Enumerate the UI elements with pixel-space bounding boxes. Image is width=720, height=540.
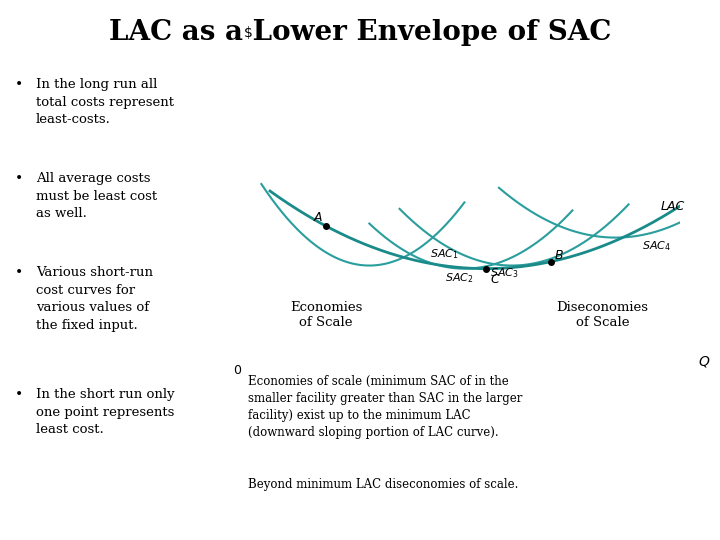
Text: A: A: [313, 212, 322, 225]
Text: $SAC_3$: $SAC_3$: [490, 266, 519, 280]
Text: B: B: [555, 248, 564, 261]
Text: $SAC_4$: $SAC_4$: [642, 239, 670, 253]
Text: In the short run only
one point represents
least cost.: In the short run only one point represen…: [36, 388, 175, 436]
Text: $SAC_2$: $SAC_2$: [445, 271, 474, 285]
Text: Various short-run
cost curves for
various values of
the fixed input.: Various short-run cost curves for variou…: [36, 266, 153, 332]
Text: Q: Q: [698, 355, 710, 369]
Text: Economies
of Scale: Economies of Scale: [290, 301, 362, 329]
Text: C: C: [490, 273, 499, 286]
Text: 0: 0: [233, 364, 241, 377]
Text: •: •: [14, 78, 22, 92]
Text: Economies of scale (minimum SAC of in the
smaller facility greater than SAC in t: Economies of scale (minimum SAC of in th…: [248, 375, 523, 440]
Text: •: •: [14, 266, 22, 280]
Text: LAC as a Lower Envelope of SAC: LAC as a Lower Envelope of SAC: [109, 19, 611, 46]
Text: LAC: LAC: [661, 200, 685, 213]
Text: •: •: [14, 172, 22, 186]
Text: $SAC_1$: $SAC_1$: [430, 247, 459, 261]
Text: Diseconomies
of Scale: Diseconomies of Scale: [557, 301, 649, 329]
Text: Beyond minimum LAC diseconomies of scale.: Beyond minimum LAC diseconomies of scale…: [248, 478, 519, 491]
Text: All average costs
must be least cost
as well.: All average costs must be least cost as …: [36, 172, 157, 220]
Text: $: $: [244, 26, 253, 39]
Text: In the long run all
total costs represent
least-costs.: In the long run all total costs represen…: [36, 78, 174, 126]
Text: •: •: [14, 388, 22, 402]
